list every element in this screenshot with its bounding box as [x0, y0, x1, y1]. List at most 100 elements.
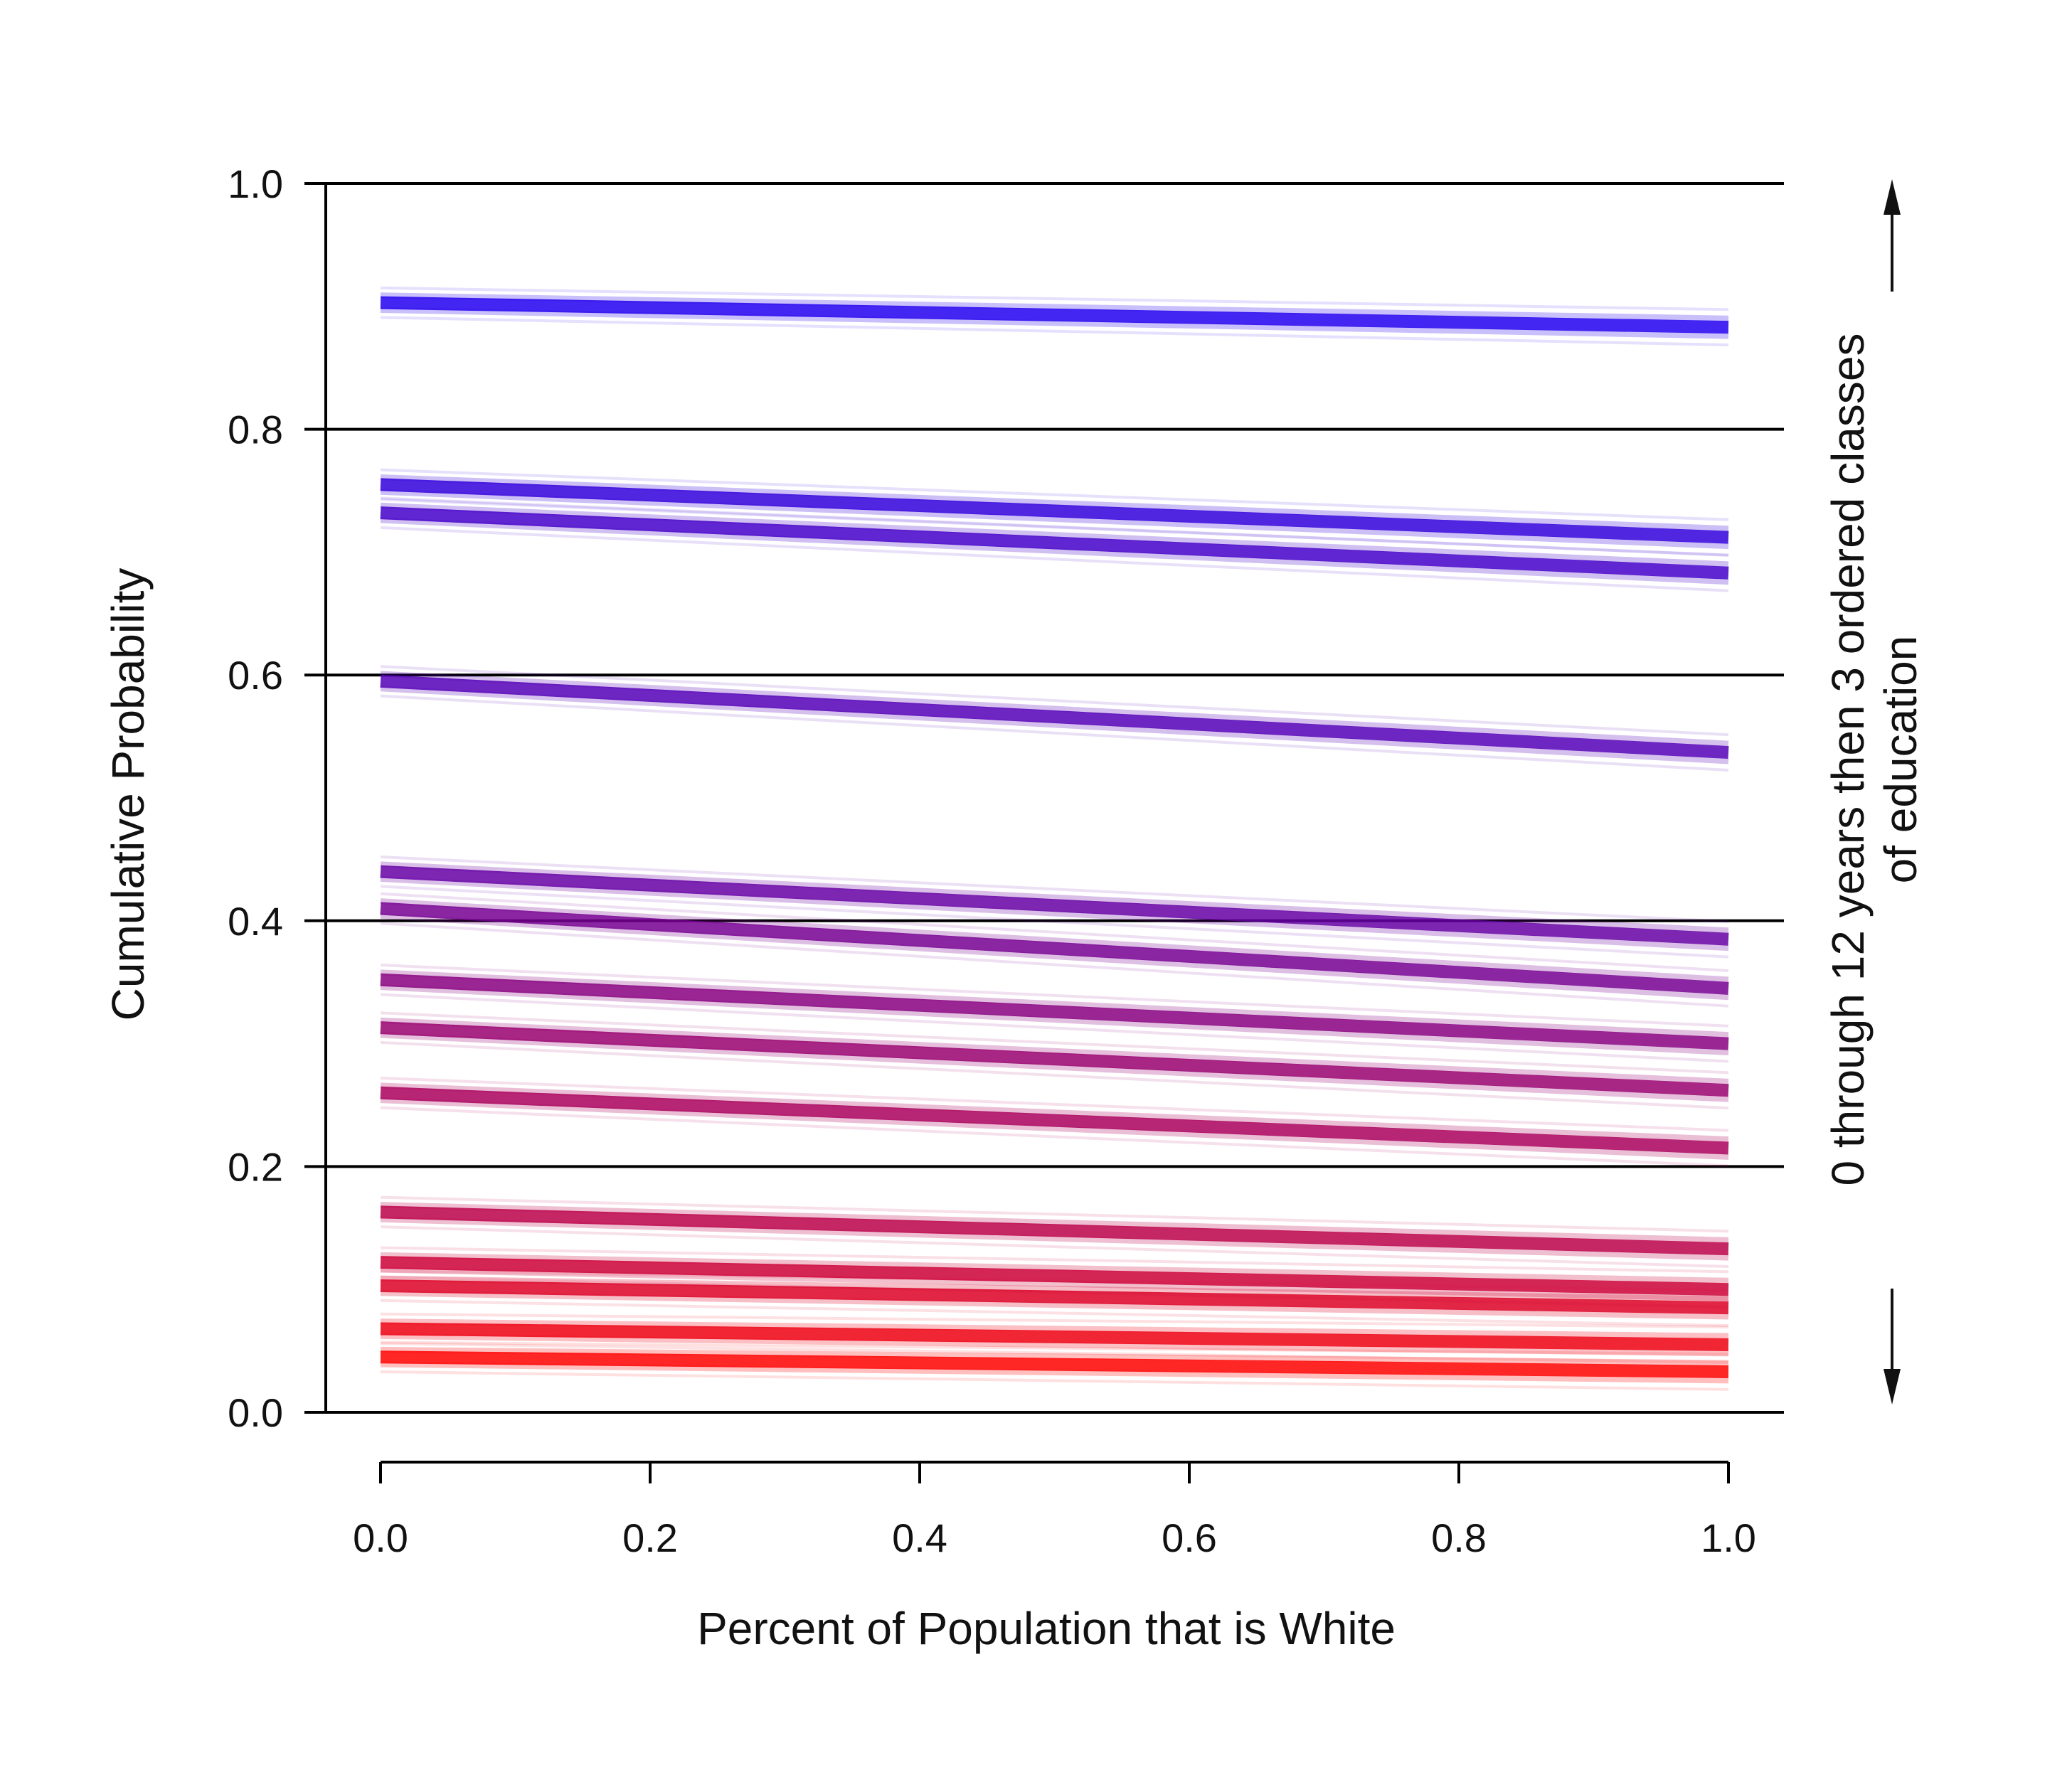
series-14-line-1 [380, 316, 1729, 347]
series-band-14 [380, 286, 1729, 347]
series-2-line-1 [380, 1342, 1729, 1364]
x-axis-label: Percent of Population that is White [697, 1603, 1396, 1654]
side-annotation-line-1: 0 through 12 years then 3 ordered classe… [1822, 334, 1874, 1186]
series-band-7 [380, 1011, 1729, 1110]
y-tick-label-2: 0.4 [228, 899, 283, 944]
series-12-line-1 [380, 526, 1729, 592]
series-2-line-2 [380, 1333, 1729, 1357]
series-13-line-4 [380, 474, 1729, 532]
series-band-13 [380, 468, 1729, 557]
series-5-line-1 [380, 1225, 1729, 1269]
series-9-line-2 [380, 912, 1729, 1001]
series-4-line-1 [380, 1275, 1729, 1309]
series-12-line-2 [380, 517, 1729, 585]
series-band-1 [380, 1340, 1729, 1391]
series-7-line-1 [380, 1040, 1729, 1110]
x-tick-label-1: 0.2 [622, 1515, 678, 1560]
series-lines [380, 286, 1729, 1391]
series-4-line-2 [380, 1267, 1729, 1301]
axes: 0.0 0.2 0.4 0.6 0.8 1.0 0.0 0.2 0.4 0.6 0.8 1.0 [228, 161, 1756, 1560]
series-7-line-3 [380, 1021, 1729, 1097]
series-8-line-4 [380, 969, 1729, 1038]
series-11-line-1 [380, 694, 1729, 772]
series-7-line-2 [380, 1032, 1729, 1102]
series-5-line-3 [380, 1205, 1729, 1256]
y-tick-label-1: 0.2 [228, 1144, 283, 1189]
series-3-line-3 [380, 1279, 1729, 1315]
series-6-line-3 [380, 1086, 1729, 1155]
x-tick-label-0: 0.0 [353, 1515, 408, 1560]
y-axis-label: Cumulative Probability [102, 568, 154, 1021]
series-8-line-2 [380, 984, 1729, 1056]
series-band-6 [380, 1076, 1729, 1168]
series-4-line-5 [380, 1246, 1729, 1274]
x-tick-label-4: 0.8 [1431, 1515, 1487, 1560]
series-band-12 [380, 496, 1729, 592]
y-tick-label-3: 0.6 [228, 653, 283, 698]
series-5-line-4 [380, 1201, 1729, 1243]
x-tick-label-3: 0.6 [1162, 1515, 1217, 1560]
series-6-line-1 [380, 1106, 1729, 1168]
series-1-line-5 [380, 1340, 1729, 1356]
series-12-line-4 [380, 502, 1729, 567]
series-11-line-2 [380, 686, 1729, 764]
side-annotation: 0 through 12 years then 3 ordered classe… [1822, 334, 1926, 1186]
y-tick-label-5: 1.0 [228, 161, 283, 206]
series-1-line-3 [380, 1350, 1729, 1378]
series-5-line-5 [380, 1195, 1729, 1233]
series-band-11 [380, 665, 1729, 772]
series-12-line-3 [380, 506, 1729, 580]
series-9-line-4 [380, 898, 1729, 983]
series-1-line-2 [380, 1361, 1729, 1384]
series-11-line-3 [380, 674, 1729, 759]
series-13-line-5 [380, 468, 1729, 521]
series-4-line-3 [380, 1256, 1729, 1296]
series-14-line-2 [380, 307, 1729, 339]
series-3-line-4 [380, 1275, 1729, 1302]
up-arrow [1884, 179, 1901, 292]
series-1-line-1 [380, 1370, 1729, 1391]
series-band-9 [380, 892, 1729, 1008]
series-10-line-1 [380, 885, 1729, 959]
series-13-line-2 [380, 489, 1729, 550]
series-band-3 [380, 1269, 1729, 1328]
series-9-line-1 [380, 922, 1729, 1008]
series-13-line-3 [380, 478, 1729, 544]
series-7-line-4 [380, 1017, 1729, 1084]
series-band-10 [380, 855, 1729, 959]
series-8-line-5 [380, 964, 1729, 1028]
series-2-line-4 [380, 1318, 1729, 1339]
series-band-4 [380, 1246, 1729, 1309]
series-10-line-4 [380, 861, 1729, 934]
series-6-line-2 [380, 1097, 1729, 1160]
series-11-line-5 [380, 665, 1729, 737]
series-10-line-5 [380, 855, 1729, 923]
series-14-line-3 [380, 296, 1729, 334]
series-7-line-5 [380, 1011, 1729, 1075]
series-5-line-2 [380, 1216, 1729, 1261]
series-13-line-1 [380, 498, 1729, 557]
series-3-line-1 [380, 1299, 1729, 1328]
down-arrow [1884, 1289, 1901, 1404]
y-tick-label-4: 0.8 [228, 407, 283, 452]
series-3-line-2 [380, 1290, 1729, 1320]
series-9-line-5 [380, 892, 1729, 972]
x-tick-label-2: 0.4 [892, 1515, 947, 1560]
series-6-line-5 [380, 1076, 1729, 1132]
series-8-line-3 [380, 973, 1729, 1050]
series-1-line-4 [380, 1346, 1729, 1366]
series-band-2 [380, 1312, 1729, 1364]
series-4-line-4 [380, 1252, 1729, 1284]
series-6-line-4 [380, 1082, 1729, 1143]
series-band-8 [380, 964, 1729, 1063]
series-11-line-4 [380, 671, 1729, 747]
series-2-line-3 [380, 1322, 1729, 1351]
series-14-line-5 [380, 286, 1729, 311]
series-band-5 [380, 1195, 1729, 1269]
series-10-line-3 [380, 865, 1729, 946]
series-2-line-5 [380, 1312, 1729, 1329]
series-12-line-5 [380, 496, 1729, 557]
x-tick-label-5: 1.0 [1701, 1515, 1756, 1560]
side-annotation-line-2: of education [1875, 636, 1926, 884]
